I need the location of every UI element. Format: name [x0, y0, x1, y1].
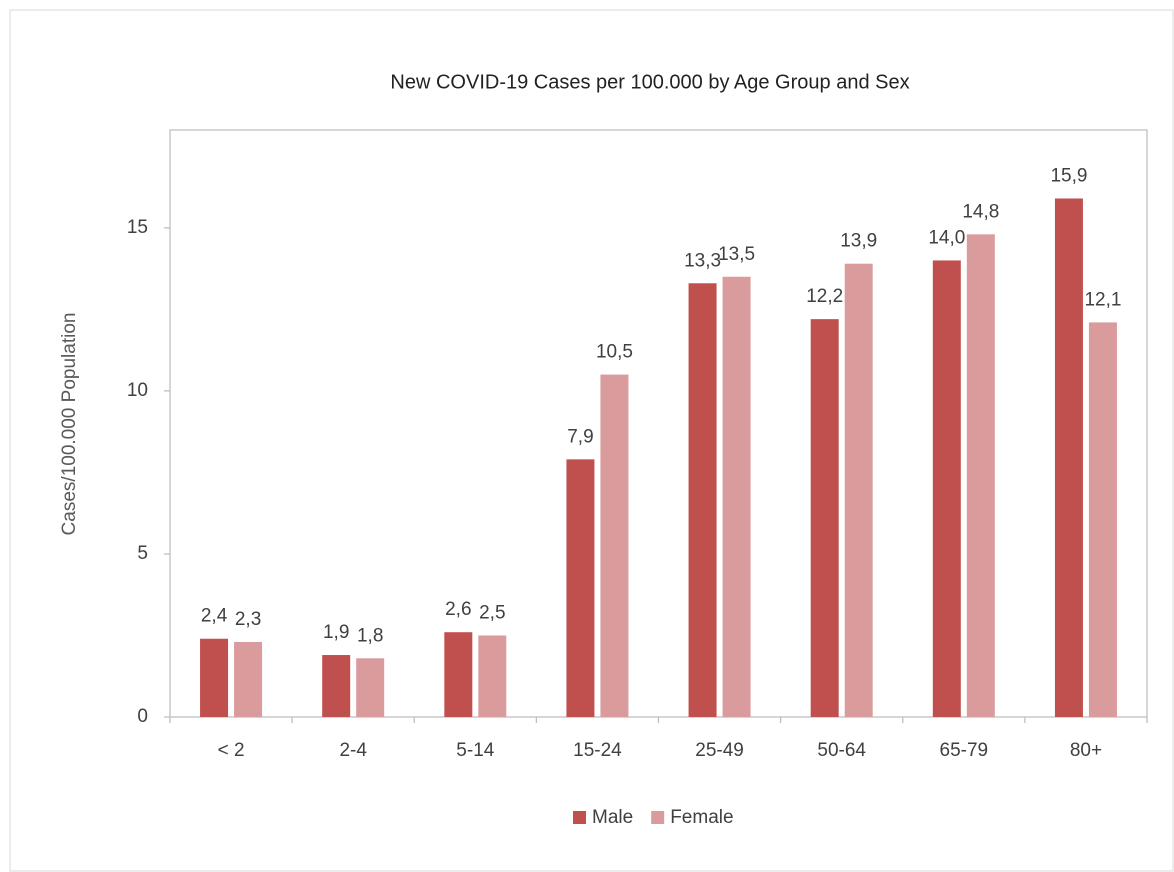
chart-title: New COVID-19 Cases per 100.000 by Age Gr…: [390, 71, 909, 93]
bar: [444, 632, 473, 717]
data-label: 12,1: [1084, 289, 1121, 310]
bar: [322, 655, 351, 717]
data-label: 10,5: [596, 342, 633, 363]
x-tick-label: 15-24: [573, 740, 622, 761]
bar: [1088, 322, 1117, 717]
data-label: 14,0: [928, 227, 965, 248]
bar: [932, 260, 961, 717]
bar: [810, 319, 839, 717]
bar: [566, 459, 595, 717]
data-label: 2,3: [235, 609, 261, 630]
bar: [722, 276, 751, 717]
x-tick-label: 25-49: [695, 740, 744, 761]
y-tick-label: 15: [127, 217, 148, 238]
bar: [478, 635, 507, 717]
bar: [234, 641, 263, 717]
bar: [1054, 198, 1083, 717]
x-tick-label: 50-64: [817, 740, 866, 761]
bar: [200, 638, 229, 717]
y-tick-label: 10: [127, 380, 148, 401]
legend-swatch: [651, 811, 665, 824]
x-tick-label: 65-79: [940, 740, 989, 761]
data-label: 1,9: [323, 622, 349, 643]
bar: [966, 234, 995, 717]
x-tick-label: 2-4: [339, 740, 367, 761]
legend-label: Male: [592, 807, 633, 828]
legend-swatch: [573, 811, 586, 824]
data-label: 13,3: [684, 250, 721, 271]
x-tick-label: 80+: [1070, 740, 1102, 761]
y-tick-label: 5: [137, 543, 148, 564]
legend-label: Female: [670, 807, 733, 828]
data-label: 1,8: [357, 625, 383, 646]
bar: [356, 658, 385, 717]
data-label: 12,2: [806, 286, 843, 307]
data-label: 2,6: [445, 599, 471, 620]
data-label: 2,4: [201, 606, 228, 627]
data-label: 7,9: [567, 426, 593, 447]
y-axis-label: Cases/100.000 Population: [59, 313, 80, 536]
x-tick-label: 5-14: [456, 740, 494, 761]
data-label: 13,9: [840, 231, 877, 252]
data-label: 14,8: [962, 201, 999, 222]
x-tick-label: < 2: [218, 740, 245, 761]
bar: [600, 374, 629, 717]
bar: [688, 283, 717, 717]
data-label: 13,5: [718, 244, 755, 265]
data-label: 15,9: [1050, 165, 1087, 186]
bar: [844, 263, 873, 717]
data-label: 2,5: [479, 602, 505, 623]
y-tick-label: 0: [137, 706, 148, 727]
